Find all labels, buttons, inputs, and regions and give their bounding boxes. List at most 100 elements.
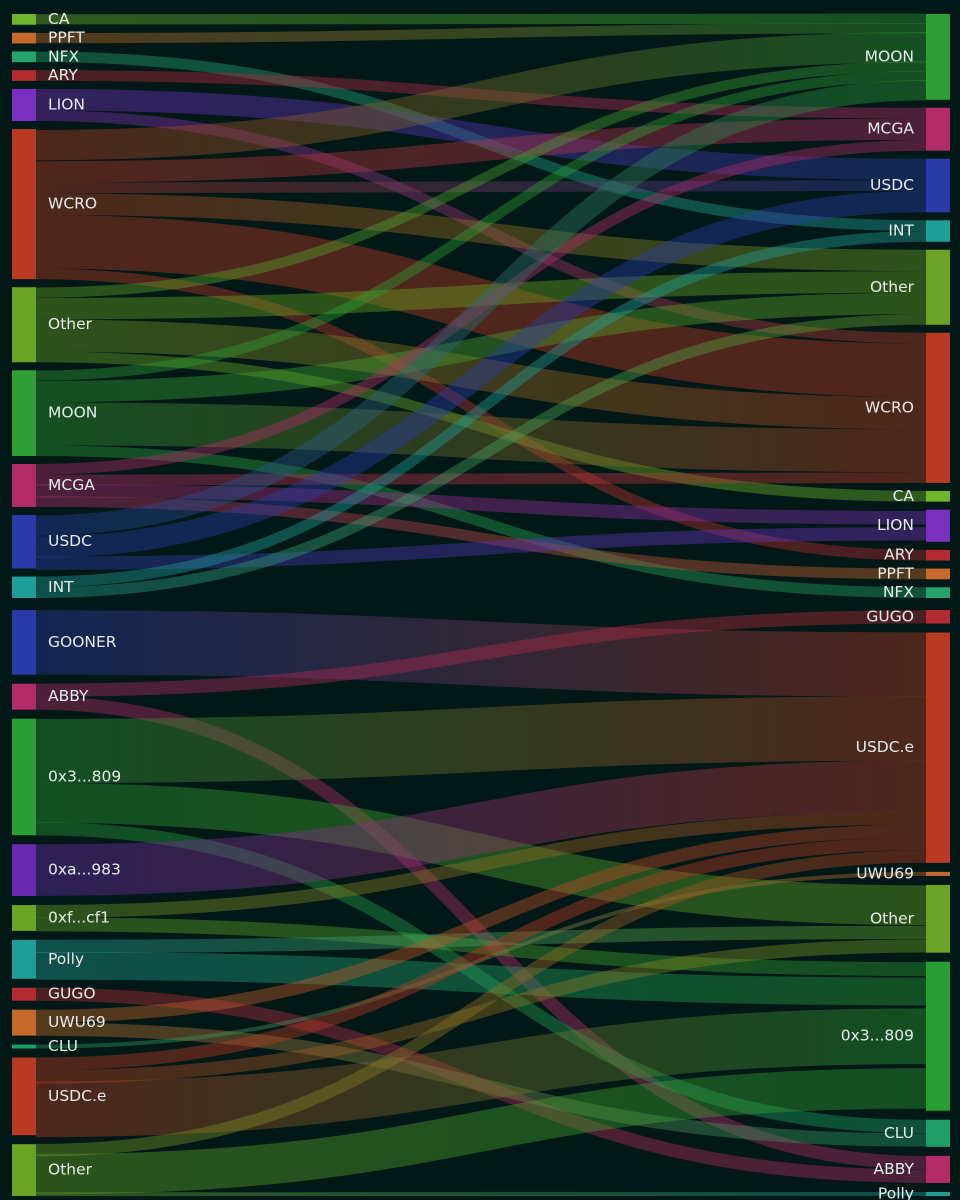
source-label-0xf-cf1: 0xf...cf1 bbox=[48, 908, 110, 926]
link-abby-to-gugo[interactable] bbox=[35, 610, 927, 697]
target-label-clu: CLU bbox=[884, 1124, 914, 1142]
target-node-gugo[interactable] bbox=[926, 610, 950, 624]
link-ppft-to-moon[interactable] bbox=[35, 23, 927, 44]
link-mcga-to-wcro[interactable] bbox=[35, 472, 927, 486]
source-label-moon: MOON bbox=[48, 404, 97, 422]
target-node-usdc-e[interactable] bbox=[926, 632, 950, 863]
source-label-0xa-983: 0xa...983 bbox=[48, 861, 121, 879]
link-moon-to-other[interactable] bbox=[35, 292, 927, 403]
target-node-uwu69[interactable] bbox=[926, 871, 950, 876]
source-node-gooner[interactable] bbox=[12, 610, 36, 675]
link-0xf-cf1-to-usdc-e[interactable] bbox=[35, 811, 927, 918]
node-labels: CAPPFTNFXARYLIONWCROOtherMOONMCGAUSDCINT… bbox=[48, 10, 915, 1200]
source-node-ppft[interactable] bbox=[12, 32, 36, 44]
target-label-lion: LION bbox=[877, 516, 914, 534]
link-other-to-0x3-809[interactable] bbox=[35, 1068, 927, 1195]
source-node-usdc-e[interactable] bbox=[12, 1057, 36, 1136]
source-node-usdc[interactable] bbox=[12, 514, 36, 569]
source-label-other: Other bbox=[48, 1161, 93, 1179]
target-label-other: Other bbox=[870, 278, 915, 296]
link-ca-to-moon[interactable] bbox=[35, 13, 927, 25]
link-polly-to-0x3-809[interactable] bbox=[35, 951, 927, 1006]
source-node-moon[interactable] bbox=[12, 370, 36, 457]
target-label-wcro: WCRO bbox=[865, 398, 914, 416]
link-other-to-usdc-e[interactable] bbox=[35, 850, 927, 1157]
source-node-ca[interactable] bbox=[12, 14, 36, 25]
link-moon-to-wcro[interactable] bbox=[35, 402, 927, 473]
source-label-mcga: MCGA bbox=[48, 476, 95, 494]
source-node-0x3-809[interactable] bbox=[12, 718, 36, 836]
source-node-other[interactable] bbox=[12, 287, 36, 363]
target-node-nfx[interactable] bbox=[926, 587, 950, 598]
target-node-ca[interactable] bbox=[926, 490, 950, 502]
target-node-ary[interactable] bbox=[926, 549, 950, 561]
source-label-ppft: PPFT bbox=[48, 29, 85, 47]
source-node-nfx[interactable] bbox=[12, 51, 36, 63]
source-node-mcga[interactable] bbox=[12, 464, 36, 507]
source-node-abby[interactable] bbox=[12, 683, 36, 710]
source-label-uwu69: UWU69 bbox=[48, 1013, 106, 1031]
target-node-ppft[interactable] bbox=[926, 568, 950, 580]
source-label-polly: Polly bbox=[48, 950, 84, 968]
source-node-wcro[interactable] bbox=[12, 129, 36, 280]
source-label-gooner: GOONER bbox=[48, 633, 117, 651]
link-usdc-to-moon[interactable] bbox=[35, 80, 927, 536]
target-label-ca: CA bbox=[893, 487, 915, 505]
target-label-polly: Polly bbox=[878, 1184, 914, 1200]
source-node-other[interactable] bbox=[12, 1144, 36, 1196]
target-node-other[interactable] bbox=[926, 884, 950, 953]
link-0xa-983-to-usdc-e[interactable] bbox=[35, 760, 927, 896]
link-int-to-other[interactable] bbox=[35, 314, 927, 598]
target-label-moon: MOON bbox=[865, 47, 914, 65]
target-label-0x3-809: 0x3...809 bbox=[841, 1027, 914, 1045]
link-wcro-to-mcga[interactable] bbox=[35, 118, 927, 183]
source-label-usdc: USDC bbox=[48, 532, 92, 550]
link-0x3-809-to-usdc-e[interactable] bbox=[35, 696, 927, 784]
target-node-usdc[interactable] bbox=[926, 158, 950, 213]
link-usdc-e-to-0x3-809[interactable] bbox=[35, 1008, 927, 1138]
target-label-int: INT bbox=[888, 222, 914, 240]
source-label-gugo: GUGO bbox=[48, 985, 96, 1003]
link-uwu69-to-usdc-e[interactable] bbox=[35, 824, 927, 1023]
target-node-abby[interactable] bbox=[926, 1155, 950, 1183]
source-label-wcro: WCRO bbox=[48, 195, 97, 213]
source-node-clu[interactable] bbox=[12, 1044, 36, 1049]
source-label-nfx: NFX bbox=[48, 47, 80, 65]
link-wcro-to-usdc[interactable] bbox=[35, 180, 927, 194]
link-usdc-e-to-other[interactable] bbox=[35, 939, 927, 1084]
target-node-mcga[interactable] bbox=[926, 107, 950, 151]
source-node-uwu69[interactable] bbox=[12, 1009, 36, 1036]
target-node-other[interactable] bbox=[926, 249, 950, 325]
target-label-usdc-e: USDC.e bbox=[856, 738, 914, 756]
source-node-polly[interactable] bbox=[12, 939, 36, 979]
source-node-0xa-983[interactable] bbox=[12, 844, 36, 897]
link-usdc-e-to-usdc-e[interactable] bbox=[35, 837, 927, 1071]
source-node-int[interactable] bbox=[12, 576, 36, 598]
target-node-wcro[interactable] bbox=[926, 332, 950, 483]
source-label-ca: CA bbox=[48, 10, 70, 28]
source-node-lion[interactable] bbox=[12, 88, 36, 122]
target-node-polly[interactable] bbox=[926, 1191, 950, 1196]
target-node-lion[interactable] bbox=[926, 509, 950, 542]
link-moon-to-moon[interactable] bbox=[35, 70, 927, 381]
target-label-mcga: MCGA bbox=[867, 120, 914, 138]
source-node-0xf-cf1[interactable] bbox=[12, 905, 36, 931]
link-wcro-to-moon[interactable] bbox=[35, 32, 927, 161]
source-label-abby: ABBY bbox=[48, 687, 89, 705]
target-node-moon[interactable] bbox=[926, 14, 950, 100]
link-other-to-moon[interactable] bbox=[35, 61, 927, 298]
source-node-ary[interactable] bbox=[12, 70, 36, 81]
target-label-ary: ARY bbox=[884, 546, 914, 564]
link-moon-to-nfx[interactable] bbox=[35, 445, 927, 598]
source-node-gugo[interactable] bbox=[12, 987, 36, 1001]
target-node-clu[interactable] bbox=[926, 1119, 950, 1147]
link-polly-to-other[interactable] bbox=[35, 925, 927, 954]
target-label-other: Other bbox=[870, 909, 915, 927]
link-usdc-to-usdc[interactable] bbox=[35, 190, 927, 558]
target-node-int[interactable] bbox=[926, 220, 950, 242]
source-label-ary: ARY bbox=[48, 66, 78, 84]
link-int-to-int[interactable] bbox=[35, 231, 927, 588]
target-node-0x3-809[interactable] bbox=[926, 961, 950, 1111]
source-label-usdc-e: USDC.e bbox=[48, 1087, 106, 1105]
